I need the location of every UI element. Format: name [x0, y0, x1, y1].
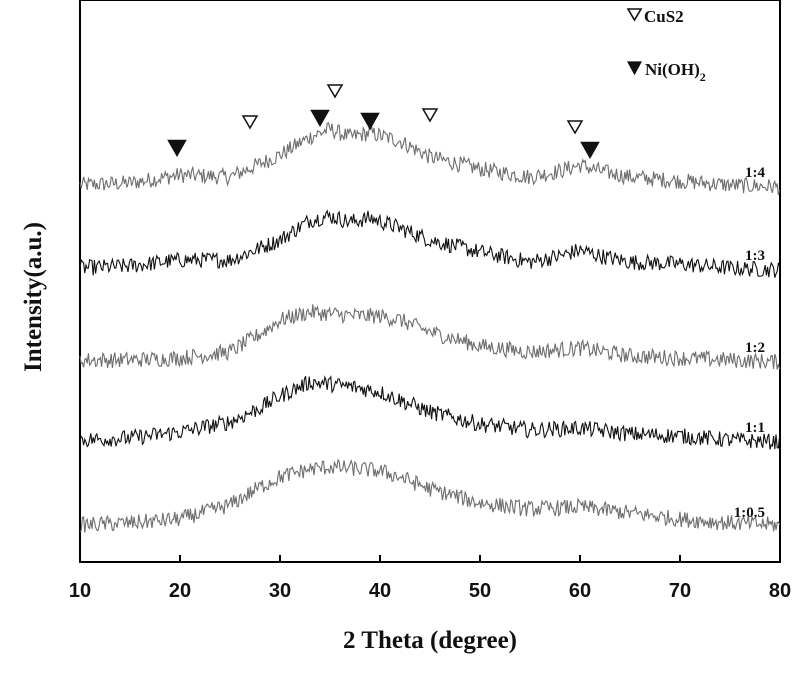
legend-filled-triangle-icon — [626, 61, 643, 76]
legend: CuS2 Ni(OH)2 — [626, 7, 706, 84]
series-line-5 — [79, 458, 781, 533]
series-label: 1:3 — [745, 248, 765, 264]
x-tick-label: 20 — [169, 580, 191, 602]
cus2-marker-icon — [326, 84, 344, 99]
series-label: 1:0.5 — [734, 505, 765, 521]
series-line-1 — [79, 121, 781, 195]
legend-nioh2-label: Ni(OH)2 — [645, 60, 706, 84]
nioh2-marker-icon — [310, 109, 330, 128]
legend-open-triangle-icon — [626, 8, 643, 22]
nioh2-marker-icon — [580, 141, 600, 160]
y-axis-title: Intensity(a.u.) — [20, 222, 47, 372]
cus2-marker-icon — [421, 108, 439, 123]
series-line-2 — [79, 209, 781, 278]
x-axis-title: 2 Theta (degree) — [343, 627, 517, 654]
plot-frame — [79, 0, 781, 563]
x-tick-label: 40 — [369, 580, 391, 602]
x-tick-label: 30 — [269, 580, 291, 602]
x-tick-label: 60 — [569, 580, 591, 602]
cus2-marker-icon — [566, 120, 584, 135]
cus2-marker-icon — [241, 115, 259, 130]
nioh2-marker-icon — [360, 112, 380, 131]
series-label: 1:1 — [745, 420, 765, 436]
series-label: 1:4 — [745, 165, 765, 181]
series-labels: 1:4 1:3 1:2 1:1 1:0.5 — [734, 165, 766, 521]
x-tick-label: 80 — [769, 580, 791, 602]
series-layer — [79, 121, 781, 533]
peak-markers — [167, 84, 600, 160]
x-tick-label: 50 — [469, 580, 491, 602]
series-label: 1:2 — [745, 340, 765, 356]
x-tick-label: 70 — [669, 580, 691, 602]
series-line-4 — [79, 375, 781, 450]
series-line-3 — [79, 304, 781, 370]
x-tick-label: 10 — [69, 580, 91, 602]
legend-cus2-label: CuS2 — [644, 7, 684, 26]
nioh2-marker-icon — [167, 139, 187, 158]
x-axis-ticks: 10 20 30 40 50 60 70 80 — [69, 555, 791, 602]
